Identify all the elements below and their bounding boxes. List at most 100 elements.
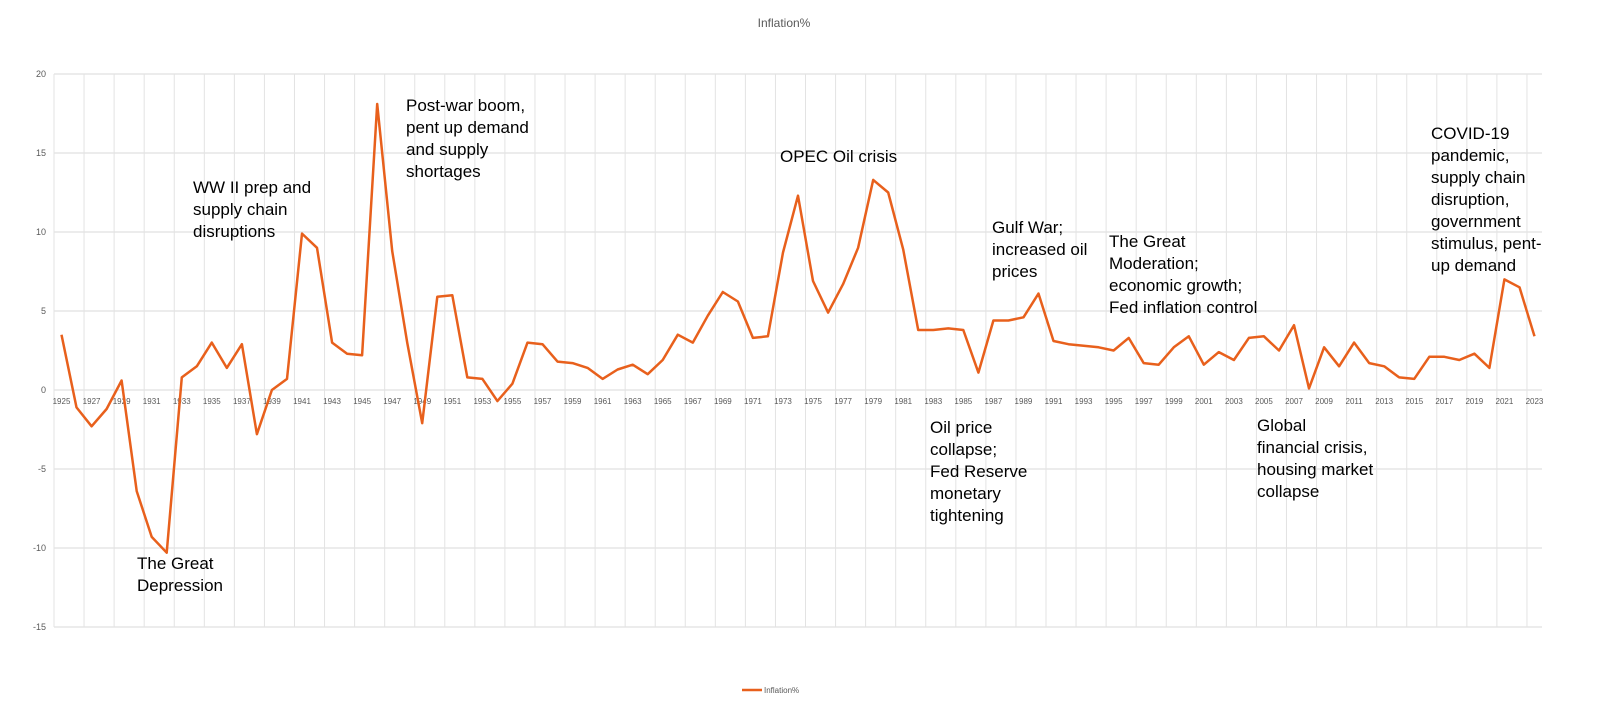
annotation-line: economic growth; xyxy=(1109,276,1242,295)
x-tick-label: 1965 xyxy=(654,397,672,406)
annotation-line: Post-war boom, xyxy=(406,96,525,115)
x-tick-label: 1943 xyxy=(323,397,341,406)
legend-label: Inflation% xyxy=(764,686,799,695)
annotation-line: housing market xyxy=(1257,460,1374,479)
annotation-line: collapse xyxy=(1257,482,1319,501)
y-axis-ticks: -15 -10 -5 0 5 10 15 20 xyxy=(33,69,46,632)
annotation-line: OPEC Oil crisis xyxy=(780,147,897,166)
x-tick-label: 1963 xyxy=(624,397,642,406)
x-tick-label: 1975 xyxy=(804,397,822,406)
x-tick-label: 1971 xyxy=(744,397,762,406)
annotation-line: Global xyxy=(1257,416,1306,435)
x-tick-label: 1949 xyxy=(413,397,431,406)
x-tick-label: 1927 xyxy=(83,397,101,406)
annotation-wwii: WW II prep and supply chain disruptions xyxy=(193,178,311,241)
x-tick-label: 1935 xyxy=(203,397,221,406)
x-tick-label: 1939 xyxy=(263,397,281,406)
annotations: The Great Depression WW II prep and supply … xyxy=(137,96,1542,595)
x-tick-label: 1937 xyxy=(233,397,251,406)
x-tick-label: 2017 xyxy=(1435,397,1453,406)
x-tick-label: 2009 xyxy=(1315,397,1333,406)
series-line-inflation xyxy=(60,102,1536,554)
annotation-line: disruption, xyxy=(1431,190,1509,209)
annotation-gulf-war: Gulf War; increased oil prices xyxy=(992,218,1087,281)
annotation-oil-collapse: Oil price collapse; Fed Reserve monetary tig… xyxy=(930,418,1027,525)
y-tick-label: -10 xyxy=(33,543,46,553)
y-tick-label: -5 xyxy=(38,464,46,474)
annotation-line: Fed Reserve xyxy=(930,462,1027,481)
y-tick-label: -15 xyxy=(33,622,46,632)
x-tick-label: 2003 xyxy=(1225,397,1243,406)
y-tick-label: 15 xyxy=(36,148,46,158)
x-tick-label: 1925 xyxy=(53,397,71,406)
annotation-line: monetary xyxy=(930,484,1001,503)
x-tick-label: 2013 xyxy=(1375,397,1393,406)
x-tick-label: 2023 xyxy=(1526,397,1544,406)
annotation-line: supply chain xyxy=(1431,168,1526,187)
chart-title: Inflation% xyxy=(758,16,811,30)
y-tick-label: 0 xyxy=(41,385,46,395)
annotation-line: COVID-19 xyxy=(1431,124,1509,143)
annotation-covid: COVID-19 pandemic, supply chain disruption,… xyxy=(1431,124,1542,275)
x-tick-label: 2015 xyxy=(1405,397,1423,406)
x-tick-label: 1997 xyxy=(1135,397,1153,406)
x-tick-label: 1993 xyxy=(1075,397,1093,406)
x-tick-label: 1959 xyxy=(564,397,582,406)
annotation-line: financial crisis, xyxy=(1257,438,1368,457)
annotation-opec: OPEC Oil crisis xyxy=(780,147,897,166)
x-tick-label: 1951 xyxy=(443,397,461,406)
y-tick-label: 10 xyxy=(36,227,46,237)
x-tick-label: 1979 xyxy=(864,397,882,406)
x-tick-label: 1961 xyxy=(594,397,612,406)
annotation-line: up demand xyxy=(1431,256,1516,275)
x-tick-label: 1933 xyxy=(173,397,191,406)
annotation-line: collapse; xyxy=(930,440,997,459)
x-tick-label: 1985 xyxy=(954,397,972,406)
x-tick-label: 1981 xyxy=(894,397,912,406)
legend: Inflation% xyxy=(742,686,799,695)
x-tick-label: 2019 xyxy=(1465,397,1483,406)
annotation-great-moderation: The Great Moderation; economic growth; Fed … xyxy=(1109,232,1257,317)
annotation-line: The Great xyxy=(1109,232,1186,251)
x-tick-label: 1967 xyxy=(684,397,702,406)
annotation-gfc: Global financial crisis, housing market col… xyxy=(1257,416,1374,501)
x-tick-label: 1983 xyxy=(924,397,942,406)
x-tick-label: 1945 xyxy=(353,397,371,406)
x-tick-label: 1991 xyxy=(1045,397,1063,406)
annotation-line: pandemic, xyxy=(1431,146,1509,165)
annotation-line: shortages xyxy=(406,162,481,181)
annotation-line: disruptions xyxy=(193,222,275,241)
x-tick-label: 1977 xyxy=(834,397,852,406)
annotation-line: Fed inflation control xyxy=(1109,298,1257,317)
annotation-line: The Great xyxy=(137,554,214,573)
x-tick-label: 1957 xyxy=(534,397,552,406)
annotation-line: Depression xyxy=(137,576,223,595)
y-tick-label: 5 xyxy=(41,306,46,316)
x-tick-label: 2011 xyxy=(1346,397,1364,406)
annotation-line: prices xyxy=(992,262,1037,281)
x-tick-label: 1989 xyxy=(1015,397,1033,406)
x-tick-label: 1955 xyxy=(504,397,522,406)
annotation-line: increased oil xyxy=(992,240,1087,259)
annotation-line: government xyxy=(1431,212,1521,231)
x-tick-label: 1953 xyxy=(473,397,491,406)
annotation-line: stimulus, pent- xyxy=(1431,234,1542,253)
x-tick-label: 1969 xyxy=(714,397,732,406)
x-tick-label: 1973 xyxy=(774,397,792,406)
x-tick-label: 2021 xyxy=(1496,397,1514,406)
x-tick-label: 2001 xyxy=(1195,397,1213,406)
x-tick-label: 1931 xyxy=(143,397,161,406)
annotation-line: and supply xyxy=(406,140,489,159)
annotation-great-depression: The Great Depression xyxy=(137,554,223,595)
y-tick-label: 20 xyxy=(36,69,46,79)
x-tick-label: 1941 xyxy=(293,397,311,406)
annotation-line: Gulf War; xyxy=(992,218,1063,237)
x-tick-label: 1999 xyxy=(1165,397,1183,406)
annotation-line: Moderation; xyxy=(1109,254,1199,273)
annotation-line: supply chain xyxy=(193,200,288,219)
gridlines xyxy=(53,73,1542,628)
x-tick-label: 1987 xyxy=(984,397,1002,406)
x-tick-label: 1995 xyxy=(1105,397,1123,406)
annotation-line: pent up demand xyxy=(406,118,529,137)
